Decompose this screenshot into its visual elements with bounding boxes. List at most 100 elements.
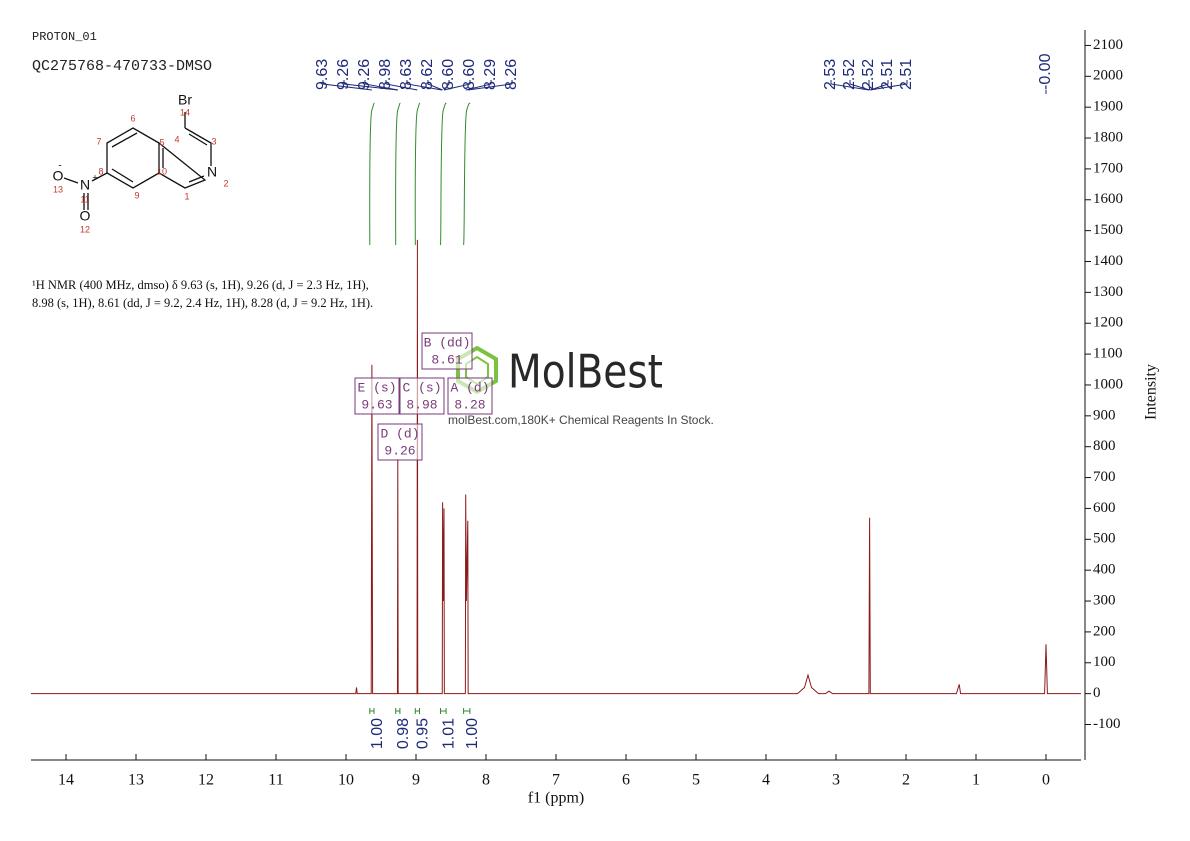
- atom-label: 13: [53, 184, 63, 194]
- multiplet-shift: 9.63: [361, 397, 392, 412]
- peak-label: 9.26: [335, 59, 352, 90]
- peak-label: 2.52: [860, 59, 877, 90]
- y-tick-label: 700: [1093, 469, 1116, 485]
- integral-label: 1.00: [369, 718, 386, 749]
- peak-connector: [870, 80, 908, 91]
- integral-label: 0.98: [395, 718, 412, 749]
- peak-label: 8.26: [503, 59, 520, 90]
- y-tick-label: 1200: [1093, 315, 1123, 331]
- integral-curve: [414, 102, 421, 246]
- peak-label: 9.63: [314, 59, 331, 90]
- atom-label: 5: [159, 137, 164, 147]
- integral-bracket: [463, 708, 471, 714]
- atom-label: 11: [80, 194, 89, 204]
- x-tick-label: 7: [552, 772, 560, 789]
- y-tick-label: 1700: [1093, 160, 1123, 176]
- atom-label: N: [207, 164, 217, 180]
- atom-label: 2: [223, 178, 228, 188]
- multiplet-box: [421, 332, 473, 370]
- chart-title: QC275768-470733-DMSO: [32, 58, 212, 75]
- atom-label: 12: [80, 224, 90, 234]
- y-tick-label: 1000: [1093, 376, 1123, 392]
- y-tick-label: 1400: [1093, 253, 1123, 269]
- y-tick-label: 1300: [1093, 284, 1123, 300]
- integral-curve: [395, 102, 401, 246]
- atom-label: 1: [184, 191, 189, 201]
- x-tick-label: 10: [338, 772, 354, 789]
- x-tick-label: 4: [762, 772, 770, 789]
- multiplet-title: C (s): [402, 380, 441, 395]
- y-tick-label: 900: [1093, 407, 1116, 423]
- multiplet-title: A (d): [450, 380, 489, 395]
- multiplet-title: D (d): [380, 426, 419, 441]
- atom-label: 9: [134, 190, 139, 200]
- integral-label: 0.95: [415, 718, 432, 749]
- atom-label: O: [80, 208, 91, 224]
- x-tick-label: 5: [692, 772, 700, 789]
- y-tick-label: 2100: [1093, 37, 1123, 53]
- multiplet-shift: 9.26: [384, 443, 415, 458]
- atom-label: 8: [98, 166, 103, 176]
- watermark-brand: MolBest: [508, 345, 663, 399]
- peak-connector: [364, 80, 398, 91]
- y-tick-label: 600: [1093, 500, 1116, 516]
- description: ¹H NMR (400 MHz, dmso) δ 9.63 (s, 1H), 9…: [32, 278, 374, 310]
- multiplet-shift: 8.98: [406, 397, 437, 412]
- peak-connector: [849, 80, 870, 91]
- x-tick-label: 8: [482, 772, 490, 789]
- peak-connector: [385, 80, 418, 91]
- peak-label: 8.62: [419, 59, 436, 90]
- y-tick-label: 100: [1093, 654, 1116, 670]
- peak-connector: [427, 80, 443, 91]
- header: PROTON_01: [32, 30, 97, 44]
- peak-label: 8.60: [440, 59, 457, 90]
- x-tick-label: 13: [128, 772, 144, 789]
- peak-label: 2.51: [898, 59, 915, 90]
- y-tick-label: 300: [1093, 592, 1116, 608]
- peak-label: 8.60: [461, 59, 478, 90]
- x-tick-label: 0: [1042, 772, 1050, 789]
- y-tick-label: 1500: [1093, 222, 1123, 238]
- x-tick-label: 12: [198, 772, 214, 789]
- peak-connector: [343, 80, 398, 91]
- x-tick-label: 6: [622, 772, 630, 789]
- x-tick-label: 1: [972, 772, 980, 789]
- peak-connector: [443, 80, 471, 91]
- atom-label: 7: [96, 136, 101, 146]
- x-axis-label: f1 (ppm): [528, 790, 584, 807]
- y-tick-label: 0: [1093, 685, 1101, 701]
- integral-label: 1.00: [464, 718, 481, 749]
- peak-label: 8.98: [377, 59, 394, 90]
- peak-connector: [868, 80, 871, 91]
- y-tick-label: 400: [1093, 562, 1116, 578]
- multiplet-title: E (s): [357, 380, 396, 395]
- atom-label: 10: [157, 166, 167, 176]
- y-tick-label: 500: [1093, 531, 1116, 547]
- multiplet-shift: 8.28: [454, 397, 485, 412]
- peak-connector: [870, 80, 889, 91]
- multiplet-box: [377, 423, 423, 461]
- integral-label: 1.01: [441, 718, 458, 749]
- peak-connector: [322, 80, 372, 91]
- atom-label: +: [92, 172, 97, 182]
- multiplet-box: [354, 377, 400, 415]
- y-tick-label: 1600: [1093, 191, 1123, 207]
- atom-label: 3: [211, 136, 216, 146]
- integral-bracket: [369, 708, 375, 714]
- peak-label: 8.29: [482, 59, 499, 90]
- y-tick-label: 1100: [1093, 346, 1122, 362]
- atom-label: -: [58, 161, 61, 172]
- x-tick-label: 2: [902, 772, 910, 789]
- peak-label: 8.63: [398, 59, 415, 90]
- integral-curve: [463, 102, 471, 246]
- peak-connector: [443, 80, 450, 91]
- y-tick-label: -100: [1093, 716, 1121, 732]
- peak-label: 2.51: [879, 59, 896, 90]
- multiplet-title: B (dd): [424, 335, 471, 350]
- atom-label: O: [53, 168, 64, 184]
- x-tick-label: 3: [832, 772, 840, 789]
- y-tick-label: 1900: [1093, 99, 1123, 115]
- integral-curve: [440, 102, 447, 246]
